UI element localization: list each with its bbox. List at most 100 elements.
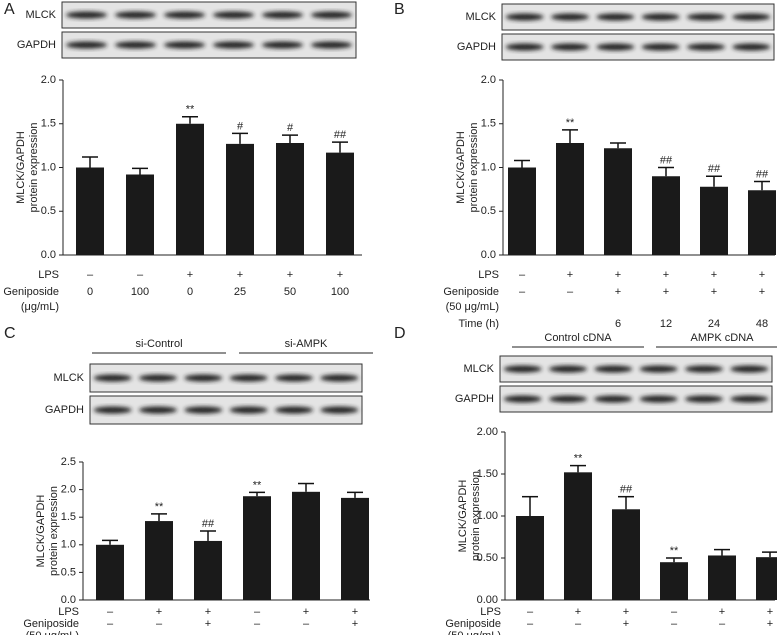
bar	[341, 497, 369, 600]
annotation: **	[155, 501, 164, 513]
bar	[516, 516, 544, 600]
condition-cell: +	[759, 286, 765, 298]
condition-label: LPS	[480, 606, 501, 618]
condition-cell: –	[567, 286, 574, 298]
condition-label: Geniposide	[23, 618, 79, 630]
blot-band	[229, 406, 268, 414]
y-tick-label: 1.0	[61, 539, 76, 551]
condition-cell: –	[719, 618, 726, 630]
y-tick-label: 1.50	[477, 468, 498, 480]
condition-cell: –	[519, 286, 526, 298]
y-tick-label: 0.5	[41, 205, 56, 217]
panel: Csi-Control si-AMPK MLCK GAPDH 0.0 0.5 1.0 1.5 2…	[4, 325, 373, 635]
bar	[292, 491, 320, 600]
condition-cell: –	[107, 606, 114, 618]
condition-sublabel: (50 μg/mL)	[448, 630, 501, 635]
y-tick-label: 1.00	[477, 510, 498, 522]
panel: B MLCK GAPDH 0.0 0.5 1.0 1.5 2.0 MLCK/GAPDH prote…	[394, 1, 776, 330]
y-tick-label: 1.0	[41, 161, 56, 173]
condition-cell: –	[527, 606, 534, 618]
bar	[564, 472, 592, 600]
y-axis-label: MLCK/GAPDH	[457, 480, 469, 553]
y-tick-label: 0.5	[481, 205, 496, 217]
y-tick-label: 0.0	[41, 249, 56, 261]
y-tick-label: 1.5	[61, 511, 76, 523]
y-tick-label: 2.0	[481, 74, 496, 86]
y-tick-label: 2.0	[41, 74, 56, 86]
condition-cell: +	[719, 606, 725, 618]
bar	[76, 167, 104, 255]
group-label: si-Control	[135, 338, 182, 350]
condition-cell: –	[254, 618, 261, 630]
blot-band	[686, 43, 726, 51]
bar	[145, 521, 173, 600]
blot-band	[594, 395, 633, 403]
panel-letter: D	[394, 325, 406, 342]
condition-cell: +	[303, 606, 309, 618]
blot-band	[684, 365, 724, 373]
blot-band	[212, 41, 255, 49]
condition-label: LPS	[38, 269, 59, 281]
condition-cell: 24	[708, 318, 720, 330]
annotation: ##	[756, 168, 769, 180]
condition-cell: –	[575, 618, 582, 630]
condition-cell: +	[711, 269, 717, 281]
bar	[508, 167, 536, 255]
blot-band	[261, 41, 304, 49]
group-label: si-AMPK	[285, 338, 328, 350]
condition-cell: –	[107, 618, 114, 630]
condition-cell: +	[615, 286, 621, 298]
y-tick-label: 2.0	[61, 484, 76, 496]
condition-label: LPS	[478, 269, 499, 281]
blot-band	[684, 395, 724, 403]
blot-label: GAPDH	[457, 41, 496, 53]
blot-band	[732, 43, 771, 51]
condition-cell: 0	[87, 286, 93, 298]
condition-cell: –	[671, 618, 678, 630]
panel: D Control cDNA AMPK cDNA MLCK GAPDH 0.00 0.50 1…	[394, 325, 777, 635]
condition-sublabel: (50 μg/mL)	[446, 301, 499, 313]
blot-band	[163, 11, 206, 19]
condition-cell: –	[527, 618, 534, 630]
condition-cell: +	[337, 269, 343, 281]
annotation: **	[566, 117, 575, 129]
bar	[756, 557, 777, 600]
y-axis-label: MLCK/GAPDH	[15, 131, 27, 204]
annotation: #	[287, 122, 294, 134]
blot-band	[163, 41, 206, 49]
annotation: ##	[620, 484, 633, 496]
blot-box	[501, 3, 775, 31]
y-axis-label: protein expression	[470, 471, 482, 561]
condition-cell: –	[303, 618, 310, 630]
bar	[326, 152, 354, 255]
condition-cell: –	[519, 269, 526, 281]
blot-band	[229, 374, 268, 382]
bar	[276, 143, 304, 255]
group-label: AMPK cDNA	[691, 332, 755, 344]
condition-cell: +	[623, 618, 629, 630]
blot-band	[596, 43, 635, 51]
condition-cell: +	[759, 269, 765, 281]
blot-label: GAPDH	[17, 39, 56, 51]
blot-band	[548, 365, 588, 373]
annotation: ##	[708, 163, 721, 175]
y-tick-label: 1.5	[481, 118, 496, 130]
panel-letter: B	[394, 1, 405, 18]
condition-cell: –	[137, 269, 144, 281]
blot-band	[686, 13, 726, 21]
y-axis-label: protein expression	[28, 123, 40, 213]
blot-band	[641, 43, 680, 51]
blot-band	[114, 11, 157, 19]
condition-cell: –	[156, 618, 163, 630]
blot-band	[138, 374, 178, 382]
bar	[604, 148, 632, 255]
condition-cell: +	[287, 269, 293, 281]
blot-band	[320, 374, 359, 382]
condition-cell: +	[663, 286, 669, 298]
panel: A MLCK GAPDH 0.0 0.5 1.0 1.5 2.0 MLCK/GAPDH prote…	[3, 1, 362, 313]
blot-band	[310, 41, 353, 49]
annotation: **	[574, 453, 583, 465]
blot-band	[503, 395, 542, 403]
bar	[243, 496, 271, 600]
